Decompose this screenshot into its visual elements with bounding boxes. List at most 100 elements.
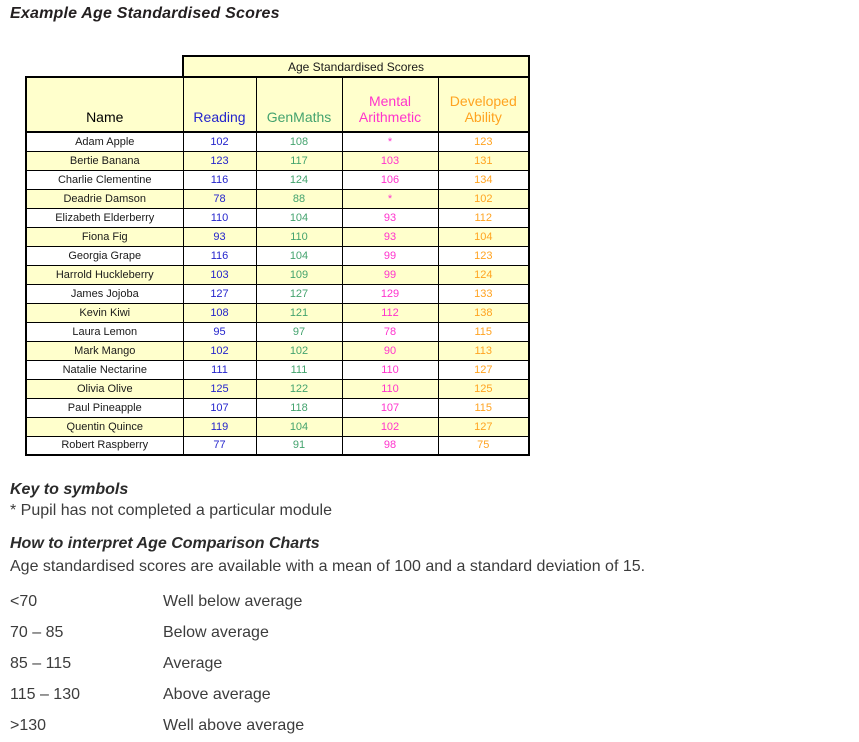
band-row: >130 Well above average: [10, 716, 304, 735]
mental-cell: 99: [341, 264, 439, 285]
reading-cell: 125: [182, 378, 257, 399]
reading-cell: 119: [182, 416, 257, 437]
name-cell: Laura Lemon: [25, 321, 184, 342]
developed-cell: 131: [437, 150, 531, 171]
band-range: <70: [10, 593, 38, 610]
group-header-row: Age Standardised Scores: [26, 55, 531, 78]
key-heading: Key to symbols: [10, 481, 129, 498]
reading-cell: 111: [182, 359, 257, 380]
genmaths-cell: 91: [255, 435, 343, 456]
name-cell: Harrold Huckleberry: [25, 264, 184, 285]
column-header-mental: Mental Arithmetic: [341, 76, 439, 133]
genmaths-cell: 117: [255, 150, 343, 171]
mental-cell: 93: [341, 207, 439, 228]
developed-cell: 102: [437, 188, 531, 209]
reading-cell: 108: [182, 302, 257, 323]
table-row: Robert Raspberry 77 91 98 75: [25, 435, 531, 456]
table-row: Mark Mango 102 102 90 113: [25, 340, 531, 361]
genmaths-cell: 111: [255, 359, 343, 380]
mental-cell: 90: [341, 340, 439, 361]
name-cell: Charlie Clementine: [25, 169, 184, 190]
table-row: James Jojoba 127 127 129 133: [25, 283, 531, 304]
mental-cell: 93: [341, 226, 439, 247]
band-range: 70 – 85: [10, 624, 64, 641]
table-row: Kevin Kiwi 108 121 112 138: [25, 302, 531, 323]
column-header-name: Name: [25, 76, 184, 133]
reading-cell: 103: [182, 264, 257, 285]
developed-cell: 115: [437, 321, 531, 342]
band-label: Below average: [163, 624, 269, 641]
name-cell: Adam Apple: [25, 131, 184, 152]
genmaths-cell: 127: [255, 283, 343, 304]
table-row: Bertie Banana 123 117 103 131: [25, 150, 531, 171]
mental-cell: 103: [341, 150, 439, 171]
table-row: Adam Apple 102 108 * 123: [25, 131, 531, 152]
developed-cell: 125: [437, 378, 531, 399]
reading-cell: 78: [182, 188, 257, 209]
name-cell: Fiona Fig: [25, 226, 184, 247]
mental-cell: 110: [341, 378, 439, 399]
genmaths-cell: 118: [255, 397, 343, 418]
mental-cell: *: [341, 131, 439, 152]
name-cell: Mark Mango: [25, 340, 184, 361]
band-label: Average: [163, 655, 223, 672]
reading-cell: 95: [182, 321, 257, 342]
genmaths-cell: 102: [255, 340, 343, 361]
reading-cell: 93: [182, 226, 257, 247]
table-row: Quentin Quince 119 104 102 127: [25, 416, 531, 437]
band-label: Well below average: [163, 593, 303, 610]
genmaths-cell: 104: [255, 207, 343, 228]
developed-cell: 113: [437, 340, 531, 361]
name-cell: Elizabeth Elderberry: [25, 207, 184, 228]
band-row: 70 – 85 Below average: [10, 623, 304, 642]
developed-cell: 134: [437, 169, 531, 190]
key-note: * Pupil has not completed a particular m…: [10, 502, 332, 519]
column-header-developed: Developed Ability: [437, 76, 531, 133]
column-header-genmaths: GenMaths: [255, 76, 343, 133]
band-range: 85 – 115: [10, 655, 72, 672]
genmaths-cell: 108: [255, 131, 343, 152]
score-bands: <70 Well below average 70 – 85 Below averag…: [10, 592, 304, 742]
developed-cell: 138: [437, 302, 531, 323]
interpretation-heading: How to interpret Age Comparison Charts: [10, 535, 320, 552]
genmaths-cell: 88: [255, 188, 343, 209]
reading-cell: 110: [182, 207, 257, 228]
mental-cell: 78: [341, 321, 439, 342]
column-header-reading: Reading: [182, 76, 257, 133]
interpretation-intro: Age standardised scores are available wi…: [10, 558, 646, 575]
table-row: Elizabeth Elderberry 110 104 93 112: [25, 207, 531, 228]
mental-cell: 106: [341, 169, 439, 190]
genmaths-cell: 124: [255, 169, 343, 190]
name-cell: Olivia Olive: [25, 378, 184, 399]
name-cell: Natalie Nectarine: [25, 359, 184, 380]
spacer-cell: [26, 56, 183, 77]
table-row: Laura Lemon 95 97 78 115: [25, 321, 531, 342]
reading-cell: 102: [182, 340, 257, 361]
mental-cell: 99: [341, 245, 439, 266]
band-range: 115 – 130: [10, 686, 80, 703]
developed-cell: 127: [437, 359, 531, 380]
mental-cell: *: [341, 188, 439, 209]
table-row: Paul Pineapple 107 118 107 115: [25, 397, 531, 418]
genmaths-cell: 121: [255, 302, 343, 323]
name-cell: Georgia Grape: [25, 245, 184, 266]
developed-cell: 123: [437, 131, 531, 152]
reading-cell: 102: [182, 131, 257, 152]
developed-cell: 123: [437, 245, 531, 266]
genmaths-cell: 122: [255, 378, 343, 399]
table-row: Deadrie Damson 78 88 * 102: [25, 188, 531, 209]
genmaths-cell: 97: [255, 321, 343, 342]
reading-cell: 116: [182, 169, 257, 190]
name-cell: Deadrie Damson: [25, 188, 184, 209]
mental-cell: 110: [341, 359, 439, 380]
band-row: <70 Well below average: [10, 592, 304, 611]
band-range: >130: [10, 717, 47, 734]
name-cell: Quentin Quince: [25, 416, 184, 437]
table-row: Harrold Huckleberry 103 109 99 124: [25, 264, 531, 285]
developed-cell: 127: [437, 416, 531, 437]
name-cell: Paul Pineapple: [25, 397, 184, 418]
name-cell: Kevin Kiwi: [25, 302, 184, 323]
group-header: Age Standardised Scores: [181, 55, 531, 78]
reading-cell: 77: [182, 435, 257, 456]
